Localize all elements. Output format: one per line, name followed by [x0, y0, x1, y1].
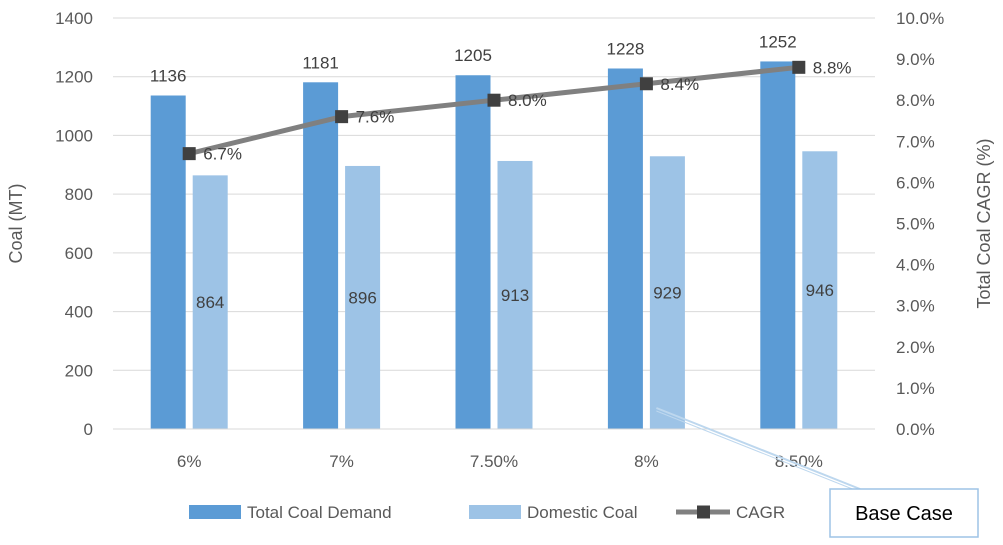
y2-tick-label: 5.0%: [896, 215, 935, 234]
cagr-marker: [182, 147, 196, 161]
bar-domestic-coal: [802, 151, 838, 429]
bar-data-label: 864: [196, 293, 224, 312]
legend-label: Domestic Coal: [527, 503, 638, 522]
cagr-data-label: 8.8%: [813, 58, 852, 77]
axes: 0 200 400 600 800 1000 1200 1400 0.0% 1.0% 2.0% 3.0…: [6, 9, 994, 471]
bar-domestic-coal: [345, 165, 381, 429]
y-axis-title: Coal (MT): [6, 184, 26, 264]
x-tick-label: 7.50%: [470, 452, 518, 471]
y2-tick-label: 4.0%: [896, 256, 935, 275]
cagr-data-label: 8.4%: [660, 75, 699, 94]
y2-tick-label: 0.0%: [896, 420, 935, 439]
y-tick-label: 800: [65, 185, 93, 204]
y2-tick-label: 8.0%: [896, 91, 935, 110]
y2-tick-label: 9.0%: [896, 50, 935, 69]
y-tick-label: 1400: [55, 9, 93, 28]
cagr-line: [188, 64, 800, 157]
cagr-marker: [639, 77, 653, 91]
legend-swatch: [469, 505, 521, 519]
callout-leader-edge: [656, 410, 861, 493]
gridlines: [113, 17, 875, 430]
x-tick-label: 7%: [329, 452, 354, 471]
callout-leader: [656, 407, 861, 490]
y-tick-label: 1200: [55, 68, 93, 87]
bar-data-label: 1205: [454, 46, 492, 65]
y-tick-label: 200: [65, 361, 93, 380]
callout-box: [829, 488, 979, 538]
bar-domestic-coal: [192, 175, 228, 429]
bar-domestic-coal: [649, 156, 685, 429]
bar-data-label: 946: [806, 281, 834, 300]
bars: [150, 61, 838, 429]
y-tick-label: 400: [65, 303, 93, 322]
bar-data-label: 1181: [302, 53, 339, 72]
legend-label: Total Coal Demand: [247, 503, 392, 522]
y2-tick-label: 3.0%: [896, 297, 935, 316]
x-tick-label: 8%: [634, 452, 659, 471]
bar-domestic-coal: [497, 160, 533, 429]
bar-data-label: 1136: [150, 67, 187, 86]
bar-total-coal-demand: [760, 61, 796, 429]
y2-tick-label: 10.0%: [896, 9, 944, 28]
legend-label: CAGR: [736, 503, 785, 522]
bar-total-coal-demand: [303, 82, 339, 429]
y2-tick-label: 2.0%: [896, 338, 935, 357]
cagr-line-group: [182, 60, 806, 161]
bar-data-label: 929: [653, 284, 681, 303]
annotation: Base Case: [656, 407, 979, 538]
y-tick-label: 1000: [55, 126, 93, 145]
bar-data-label: 913: [501, 286, 529, 305]
bar-total-coal-demand: [150, 95, 186, 429]
cagr-data-label: 8.0%: [508, 91, 547, 110]
x-tick-label: 6%: [177, 452, 202, 471]
y-tick-label: 0: [84, 420, 93, 439]
legend-swatch: [189, 505, 241, 519]
legend: Total Coal Demand Domestic Coal CAGR: [189, 503, 785, 522]
y2-axis-title: Total Coal CAGR (%): [974, 138, 994, 308]
legend-marker: [697, 505, 710, 519]
y2-tick-label: 6.0%: [896, 173, 935, 192]
cagr-marker: [792, 60, 806, 74]
cagr-marker: [487, 93, 501, 107]
data-labels: 1136 864 1181 896 1205 913 1228 929 1252 946 6.7% 7…: [150, 32, 852, 312]
bar-data-label: 896: [348, 288, 376, 307]
y2-tick-label: 7.0%: [896, 132, 935, 151]
cagr-data-label: 6.7%: [203, 145, 242, 164]
y2-tick-label: 1.0%: [896, 379, 935, 398]
y-tick-label: 600: [65, 244, 93, 263]
bar-total-coal-demand: [455, 75, 491, 429]
cagr-marker: [335, 110, 349, 124]
bar-total-coal-demand: [607, 68, 643, 429]
cagr-data-label: 7.6%: [356, 108, 395, 127]
callout-text: Base Case: [855, 503, 953, 525]
bar-data-label: 1228: [606, 39, 644, 58]
bar-data-label: 1252: [759, 32, 797, 51]
x-tick-label: 8.50%: [775, 452, 823, 471]
